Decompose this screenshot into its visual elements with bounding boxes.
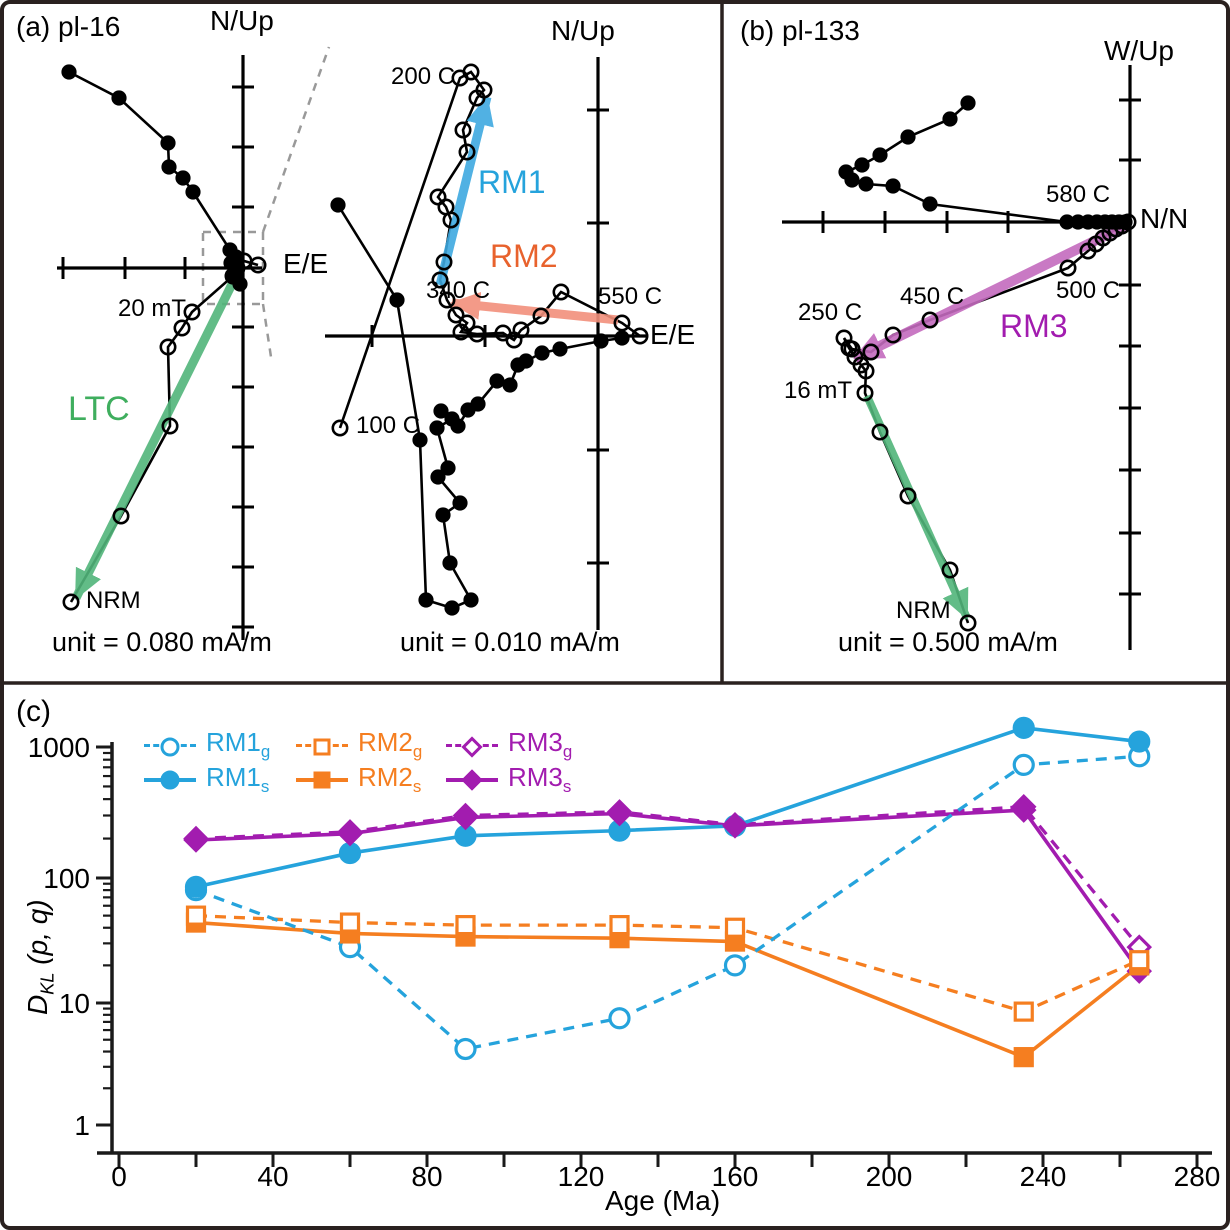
demag-points-b-vertical bbox=[835, 213, 1137, 632]
y-tick-label: 100 bbox=[43, 863, 90, 894]
y-tick-label: 1 bbox=[74, 1110, 90, 1141]
demag-path-a-left-0 bbox=[68, 70, 241, 285]
legend-line-solid-icon bbox=[446, 769, 498, 791]
panel-dividers bbox=[4, 4, 1226, 685]
step-label-500c: 500 C bbox=[1056, 277, 1121, 304]
axis-label-wup: W/Up bbox=[1104, 35, 1174, 66]
x-tick-label: 80 bbox=[411, 1161, 442, 1192]
legend-item-rm3s: RM3s bbox=[446, 762, 572, 797]
zijderveld-b-axes bbox=[782, 65, 1141, 650]
open-square-icon bbox=[313, 738, 331, 755]
series-points-rm2g bbox=[185, 905, 1150, 1022]
step-label-450c: 450 C bbox=[900, 283, 965, 310]
step-label-nrm-a: NRM bbox=[86, 587, 141, 614]
legend-line-dashed-icon bbox=[446, 735, 498, 758]
step-label-nrm-b: NRM bbox=[896, 597, 951, 624]
axis-label-nn: N/N bbox=[1140, 203, 1189, 234]
legend-label-rm2s: RM2s bbox=[358, 762, 422, 797]
unit-label-a-left: unit = 0.080 mA/m bbox=[52, 627, 272, 657]
axis-label-nup-inset: N/Up bbox=[551, 15, 615, 46]
open-diamond-icon bbox=[461, 735, 483, 758]
x-tick-label: 120 bbox=[558, 1161, 605, 1192]
step-label-200c: 200 C bbox=[391, 63, 456, 90]
arrow-label-rm3: RM3 bbox=[1000, 308, 1068, 344]
zijderveld-a-left-axes bbox=[57, 55, 262, 640]
step-label-20mt: 20 mT bbox=[118, 295, 187, 322]
legend-label-rm3g: RM3g bbox=[508, 727, 573, 762]
legend-item-rm1s: RM1s bbox=[144, 762, 270, 797]
zijderveld-a-inset bbox=[325, 57, 649, 630]
step-label-550c: 550 C bbox=[598, 283, 663, 310]
y-axis-title-rest: (p, q) bbox=[22, 899, 53, 965]
arrow-label-rm2: RM2 bbox=[490, 238, 558, 274]
panel-c-title: (c) bbox=[16, 695, 51, 728]
panel-b-title: (b) pl-133 bbox=[740, 15, 860, 46]
axis-label-ee-left: E/E bbox=[283, 248, 329, 279]
step-label-250c: 250 C bbox=[798, 299, 863, 326]
legend-label-rm1g: RM1g bbox=[206, 727, 271, 762]
legend-line-dashed-icon bbox=[296, 738, 348, 755]
x-tick-label: 160 bbox=[712, 1161, 759, 1192]
y-axis-title: DKL (p, q) bbox=[22, 899, 59, 1015]
legend-item-rm2s: RM2s bbox=[296, 762, 422, 797]
legend-label-rm3s: RM3s bbox=[508, 762, 572, 797]
legend-item-rm3g: RM3g bbox=[446, 727, 573, 762]
series-line-rm3s bbox=[195, 808, 1141, 973]
axis-label-ee-inset: E/E bbox=[650, 319, 696, 350]
zijderveld-b bbox=[782, 65, 1141, 650]
x-tick-label: 240 bbox=[1020, 1161, 1067, 1192]
filled-circle-icon bbox=[160, 770, 180, 790]
zijderveld-a-left bbox=[57, 46, 331, 640]
x-tick-label: 200 bbox=[866, 1161, 913, 1192]
legend-line-solid-icon bbox=[144, 770, 196, 790]
x-tick-label: 0 bbox=[111, 1161, 127, 1192]
filled-square-icon bbox=[313, 771, 331, 789]
y-tick-label: 1000 bbox=[28, 732, 90, 763]
chart-c: 0 40 80 120 160 200 240 280 1 10 100 1000 bbox=[28, 716, 1221, 1192]
step-label-100c: 100 C bbox=[356, 412, 421, 439]
demag-points-a-left-horizontal bbox=[61, 64, 248, 292]
legend-line-dashed-icon bbox=[144, 737, 196, 756]
panel-a-title: (a) pl-16 bbox=[16, 11, 121, 42]
legend-item-rm1g: RM1g bbox=[144, 727, 271, 762]
step-label-16mt: 16 mT bbox=[784, 377, 853, 404]
x-tick-label: 40 bbox=[257, 1161, 288, 1192]
legend-item-rm2g: RM2g bbox=[296, 727, 423, 762]
legend-label-rm1s: RM1s bbox=[206, 762, 270, 797]
demag-points-a-inset-vertical bbox=[331, 63, 649, 437]
step-label-340c: 340 C bbox=[426, 277, 491, 304]
y-tick-label: 10 bbox=[59, 988, 90, 1019]
demag-points-b-horizontal bbox=[838, 95, 1133, 230]
zijderveld-a-left-arrows bbox=[71, 265, 245, 601]
filled-diamond-icon bbox=[461, 769, 483, 791]
y-axis-title-d: D bbox=[22, 994, 53, 1015]
open-circle-icon bbox=[160, 737, 180, 756]
arrow-label-rm1: RM1 bbox=[478, 164, 546, 200]
series-points-rm2s bbox=[185, 912, 1150, 1068]
x-axis-title: Age (Ma) bbox=[605, 1185, 721, 1216]
step-label-580c: 580 C bbox=[1046, 181, 1111, 208]
axis-label-nup-left: N/Up bbox=[210, 5, 274, 36]
series-line-rm2g bbox=[195, 913, 1140, 1014]
x-tick-label: 280 bbox=[1174, 1161, 1221, 1192]
chart-c-axes: 0 40 80 120 160 200 240 280 1 10 100 1000 bbox=[28, 732, 1221, 1192]
series-line-rm2s bbox=[195, 920, 1141, 1060]
demag-points-a-inset-horizontal bbox=[330, 197, 630, 616]
legend-line-solid-icon bbox=[296, 771, 348, 789]
y-axis-title-sub: KL bbox=[37, 972, 58, 995]
legend-label-rm2g: RM2g bbox=[358, 727, 423, 762]
arrow-label-ltc: LTC bbox=[68, 390, 130, 428]
series-line-rm1g bbox=[195, 754, 1140, 1051]
demag-points-a-left-vertical bbox=[62, 252, 267, 611]
unit-label-a-inset: unit = 0.010 mA/m bbox=[400, 627, 620, 657]
unit-label-b: unit = 0.500 mA/m bbox=[838, 627, 1058, 657]
